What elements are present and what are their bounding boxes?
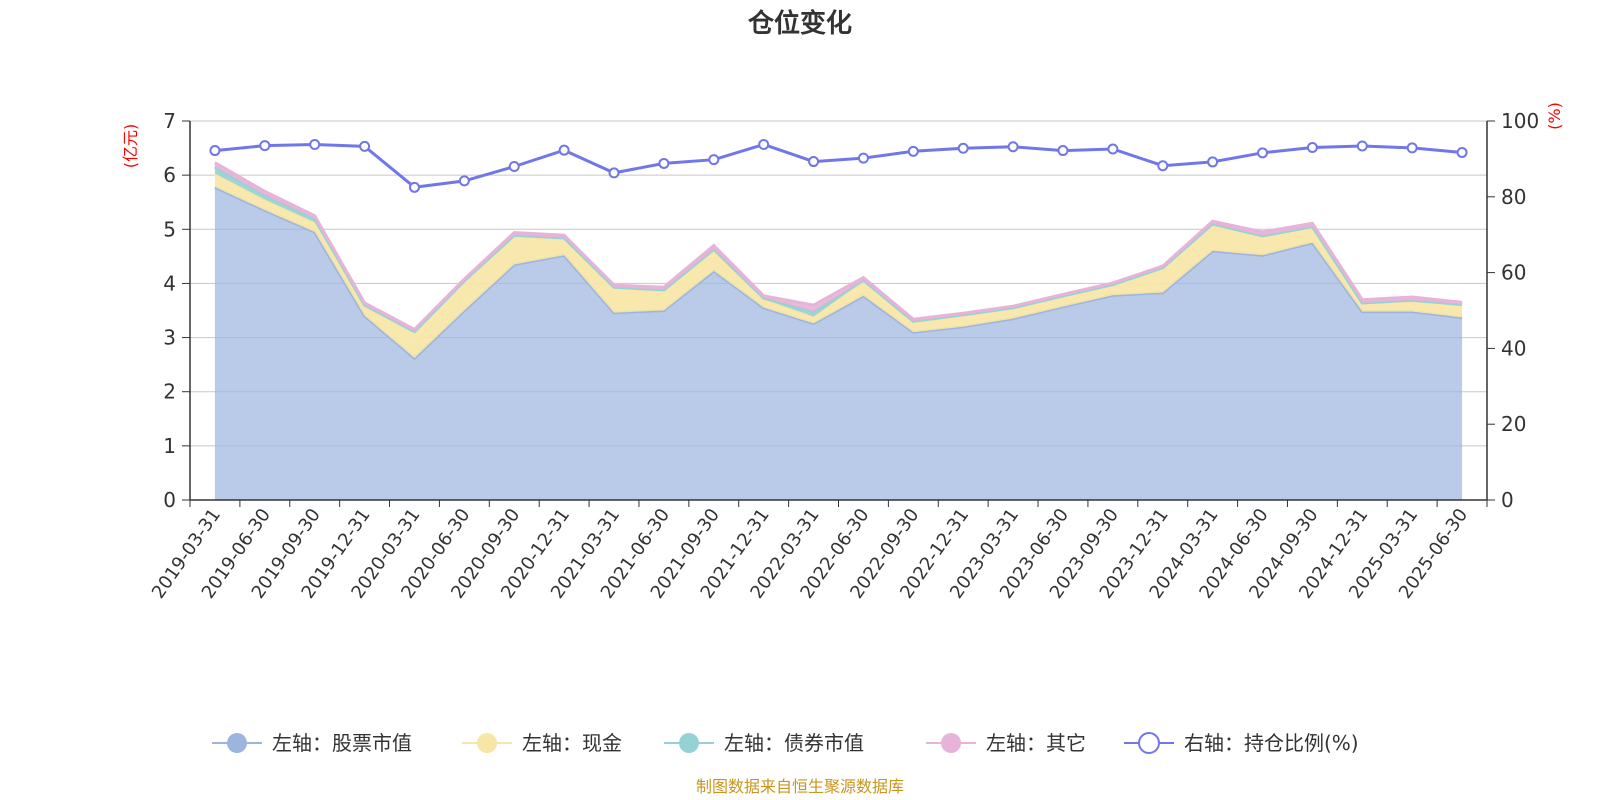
stacked-areas <box>214 161 1463 500</box>
holding-ratio-line <box>209 138 1468 193</box>
left-axis-unit: (亿元) <box>121 124 140 169</box>
legend-label: 左轴：股票市值 <box>272 731 412 755</box>
ratio-point <box>408 181 420 193</box>
legend: 左轴：股票市值 左轴：现金 左轴：债券市值 左轴：其它 右轴：持仓比例(%) <box>212 731 1359 755</box>
ratio-point <box>708 154 720 166</box>
ratio-point <box>1207 156 1219 168</box>
legend-label: 右轴：持仓比例(%) <box>1184 731 1359 755</box>
right-axis-unit: (%) <box>1545 102 1564 130</box>
left-tick-label: 2 <box>163 380 176 404</box>
ratio-point <box>209 145 221 157</box>
area-series-edge-3 <box>214 161 1463 332</box>
ratio-point <box>907 145 919 157</box>
data-source-note: 制图数据来自恒生聚源数据库 <box>696 777 904 796</box>
legend-label: 左轴：其它 <box>986 731 1086 755</box>
legend-marker-icon <box>227 733 247 753</box>
legend-item-2[interactable]: 左轴：债券市值 <box>664 731 864 755</box>
right-tick-label: 0 <box>1501 488 1514 512</box>
ratio-point <box>458 175 470 187</box>
area-series-0 <box>214 187 1463 500</box>
left-tick-label: 4 <box>163 271 176 295</box>
ratio-point <box>857 152 869 164</box>
ratio-point <box>1456 146 1468 158</box>
legend-marker-icon <box>679 733 699 753</box>
left-tick-label: 7 <box>163 109 176 133</box>
legend-label: 左轴：现金 <box>522 731 622 755</box>
ratio-point <box>808 156 820 168</box>
ratio-point <box>608 167 620 179</box>
left-tick-label: 3 <box>163 326 176 350</box>
legend-marker-icon <box>941 733 961 753</box>
legend-item-4[interactable]: 右轴：持仓比例(%) <box>1124 731 1359 755</box>
ratio-point <box>1157 160 1169 172</box>
left-tick-label: 6 <box>163 163 176 187</box>
ratio-point <box>1406 142 1418 154</box>
chart-title: 仓位变化 <box>747 8 852 39</box>
ratio-point <box>758 138 770 150</box>
right-tick-label: 60 <box>1501 261 1526 285</box>
right-tick-label: 80 <box>1501 185 1526 209</box>
ratio-line-path <box>214 142 1463 189</box>
ratio-point <box>658 157 670 169</box>
ratio-point <box>1356 140 1368 152</box>
left-tick-label: 0 <box>163 488 176 512</box>
ratio-point <box>957 142 969 154</box>
legend-item-1[interactable]: 左轴：现金 <box>462 731 622 755</box>
ratio-point <box>259 140 271 152</box>
right-tick-label: 20 <box>1501 412 1526 436</box>
legend-marker-icon <box>1138 732 1160 754</box>
right-tick-label: 40 <box>1501 336 1526 360</box>
right-tick-label: 100 <box>1501 109 1539 133</box>
legend-item-3[interactable]: 左轴：其它 <box>926 731 1086 755</box>
legend-item-0[interactable]: 左轴：股票市值 <box>212 731 412 755</box>
legend-label: 左轴：债券市值 <box>724 731 864 755</box>
ratio-point <box>508 160 520 172</box>
ratio-point <box>359 140 371 152</box>
ratio-point <box>558 144 570 156</box>
ratio-point <box>1107 143 1119 155</box>
ratio-point <box>1257 147 1269 159</box>
ratio-point <box>1057 145 1069 157</box>
left-tick-label: 5 <box>163 217 176 241</box>
ratio-point <box>1306 142 1318 154</box>
left-tick-label: 1 <box>163 434 176 458</box>
ratio-point <box>1007 141 1019 153</box>
ratio-point <box>309 138 321 150</box>
legend-marker-icon <box>477 733 497 753</box>
